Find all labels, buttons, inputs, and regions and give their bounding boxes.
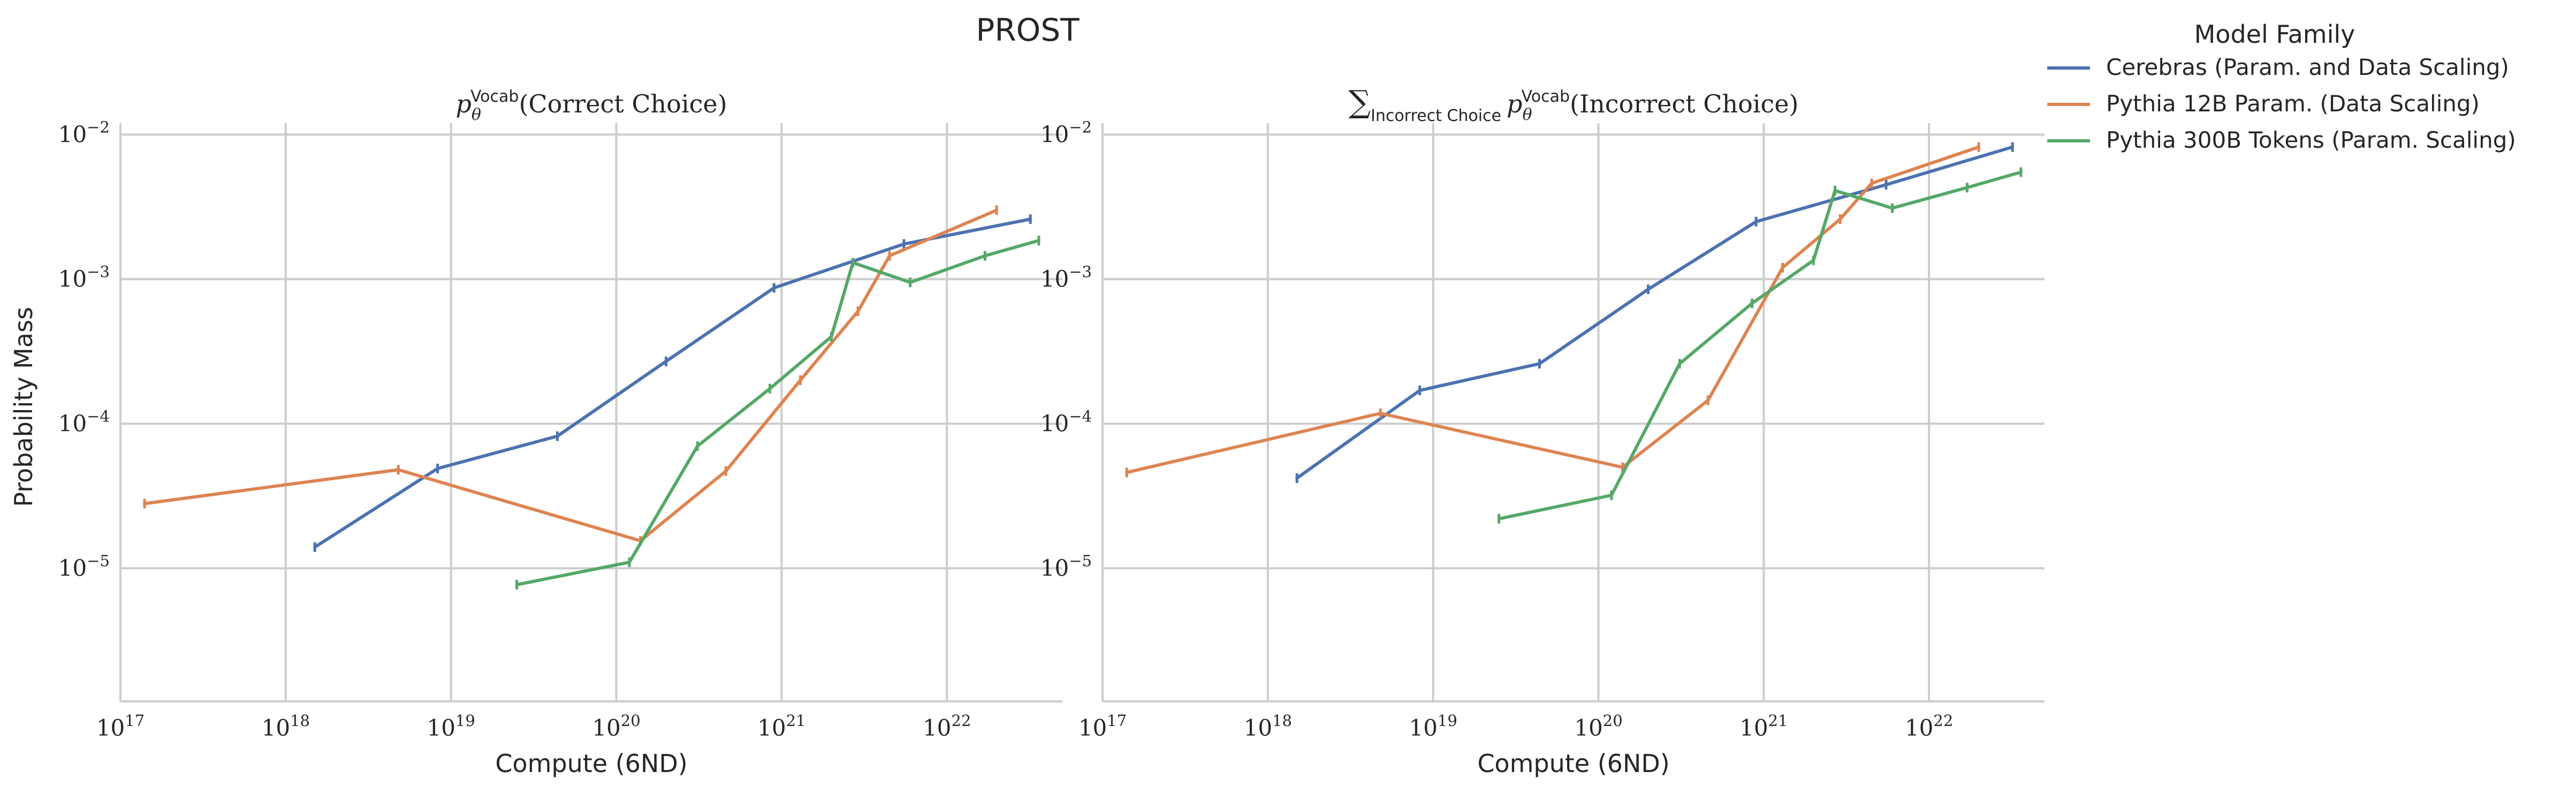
legend-label-pythia-12b-param-data-scaling: Pythia 12B Param. (Data Scaling) <box>2106 90 2480 117</box>
series-line-pythia-300b-tokens-param-scaling <box>515 239 1040 586</box>
legend-title: Model Family <box>2194 20 2355 49</box>
y-tick-label: 10−3 <box>1040 262 1092 292</box>
y-tick-label: 10−3 <box>58 262 110 292</box>
legend-label-pythia-300b-tokens-param-scaling: Pythia 300B Tokens (Param. Scaling) <box>2106 127 2516 153</box>
x-tick-label: 1018 <box>262 712 310 741</box>
x-tick-label: 1022 <box>923 712 971 741</box>
legend-items: Cerebras (Param. and Data Scaling) Pythia… <box>2047 54 2516 153</box>
panel-title-incorrect-choice: ∑Incorrect Choice pθVocab(Incorrect Choic… <box>1349 84 1799 125</box>
figure-suptitle: PROST <box>976 12 1080 48</box>
x-axis-label: Compute (6ND) <box>1477 749 1669 778</box>
panel-title-correct-choice: pθVocab(Correct Choice) <box>455 87 727 124</box>
x-tick-label: 1022 <box>1905 712 1953 741</box>
legend-label-cerebras-param-and-data-scaling: Cerebras (Param. and Data Scaling) <box>2106 54 2509 80</box>
tick-labels: 1017 1018 1019 1020 1021 1022 10−5 10−4 10−3 10−2 <box>58 118 971 741</box>
series-line-pythia-300b-tokens-param-scaling <box>1497 170 2023 520</box>
y-tick-label: 10−4 <box>58 407 110 436</box>
x-tick-label: 1019 <box>1409 712 1457 741</box>
panel-correct-choice: pθVocab(Correct Choice) 1017 1018 1019 1020… <box>9 87 1062 778</box>
y-axis-label: Probability Mass <box>9 307 38 507</box>
series-line-pythia-12b-param-data-scaling <box>143 208 999 542</box>
y-tick-label: 10−2 <box>58 118 110 147</box>
series-layer <box>143 205 1040 590</box>
x-tick-label: 1019 <box>427 712 475 741</box>
x-tick-label: 1020 <box>1574 712 1622 741</box>
series-line-cerebras-param-and-data-scaling <box>313 217 1032 549</box>
x-tick-label: 1021 <box>1739 712 1788 741</box>
tick-labels: 1017 1018 1019 1020 1021 1022 10−5 10−4 10−3 10−2 <box>1040 118 1954 741</box>
axes-spines <box>1101 123 2045 702</box>
x-tick-label: 1017 <box>96 712 145 741</box>
series-line-cerebras-param-and-data-scaling <box>1295 145 2015 480</box>
x-axis-label: Compute (6ND) <box>495 749 687 778</box>
panel-incorrect-choice: ∑Incorrect Choice pθVocab(Incorrect Choic… <box>1040 84 2045 778</box>
grid-lines <box>1101 123 2045 701</box>
y-tick-label: 10−4 <box>1040 407 1092 436</box>
axes-spines <box>119 123 1062 702</box>
x-tick-label: 1021 <box>757 712 806 741</box>
x-tick-label: 1017 <box>1078 712 1127 741</box>
y-tick-label: 10−5 <box>58 551 110 581</box>
x-tick-label: 1020 <box>592 712 640 741</box>
series-layer <box>1125 142 2023 524</box>
series-line-pythia-12b-param-data-scaling <box>1125 145 1981 474</box>
y-tick-label: 10−5 <box>1040 551 1092 581</box>
x-tick-label: 1018 <box>1244 712 1292 741</box>
legend: Model Family Cerebras (Param. and Data S… <box>2047 20 2516 153</box>
y-tick-label: 10−2 <box>1040 118 1092 147</box>
